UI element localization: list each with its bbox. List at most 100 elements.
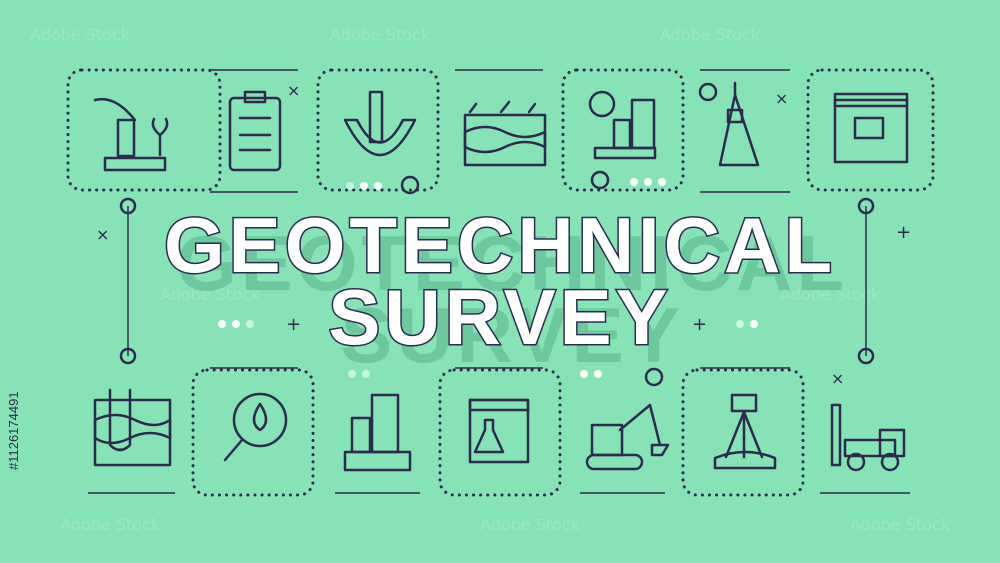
- decoration: [833, 92, 909, 108]
- decoration: [857, 347, 875, 365]
- decoration: [93, 413, 172, 445]
- decoration: [724, 410, 764, 459]
- decoration: [468, 100, 537, 114]
- decoration: [853, 116, 885, 140]
- watermark: Adobe Stock: [780, 285, 881, 304]
- decoration: [348, 370, 356, 378]
- decoration: [360, 182, 368, 190]
- decoration: [252, 402, 268, 432]
- decoration: [594, 370, 602, 378]
- decoration: ×: [287, 81, 300, 100]
- decoration: [588, 90, 616, 118]
- decoration: [830, 403, 842, 467]
- decoration: [374, 182, 382, 190]
- watermarks: Adobe Stock Adobe Stock Adobe Stock Adob…: [30, 25, 951, 534]
- decoration: [681, 368, 805, 497]
- watermark: Adobe Stock: [30, 25, 131, 44]
- decoration: +: [896, 222, 911, 243]
- decoration: [368, 90, 384, 144]
- icon-soil-sample: [93, 97, 169, 172]
- decoration: [119, 347, 137, 365]
- decoration: [630, 98, 656, 150]
- decoration: [843, 438, 897, 458]
- watermark: Adobe Stock: [850, 515, 951, 534]
- decoration: [246, 320, 254, 328]
- decoration: [718, 93, 760, 167]
- decoration: [658, 178, 666, 186]
- decoration: [228, 96, 282, 172]
- decoration: [698, 82, 718, 102]
- decoration: [644, 178, 652, 186]
- icon-excavator: [585, 403, 670, 471]
- decoration: [580, 370, 588, 378]
- icon-clipboard: [228, 90, 282, 172]
- decoration: [713, 450, 777, 470]
- decoration: ×: [775, 89, 788, 108]
- decoration: [223, 438, 244, 462]
- icon-theodolite: [713, 393, 777, 470]
- decoration: [93, 97, 137, 122]
- decoration: +: [692, 314, 707, 335]
- watermark: Adobe Stock: [660, 25, 761, 44]
- icon-gauge-plant: [588, 90, 657, 160]
- decoration: [806, 68, 935, 192]
- decoration: [726, 108, 744, 124]
- icon-blueprint: [833, 92, 909, 164]
- watermark: Adobe Stock: [480, 515, 581, 534]
- title-line: SURVEY: [328, 273, 671, 361]
- decoration: [618, 403, 662, 447]
- icons: [93, 81, 909, 472]
- decoration: [630, 178, 638, 186]
- decoration: [350, 416, 372, 454]
- watermark: Adobe Stock: [60, 515, 161, 534]
- decoration: [370, 393, 400, 454]
- title-line: GEOTECHNICAL: [164, 201, 836, 289]
- icon-soil-layers: [463, 100, 547, 167]
- icon-lab-report: [468, 398, 530, 464]
- decoration: ×: [96, 225, 109, 244]
- decoration: [590, 423, 624, 457]
- icon-tower: [718, 81, 760, 167]
- decoration: [468, 398, 530, 412]
- decoration: [66, 68, 222, 192]
- decoration: [878, 428, 906, 458]
- decoration: [644, 367, 664, 387]
- decoration: [400, 175, 420, 195]
- decoration: +: [286, 314, 301, 335]
- icon-drill: [343, 90, 417, 157]
- icon-building-ground: [343, 393, 412, 472]
- decoration: [857, 197, 875, 215]
- title-shadow: SURVEY: [340, 291, 683, 379]
- decoration: [191, 368, 315, 497]
- decoration: [650, 443, 670, 457]
- title: GEOTECHNICAL SURVEY GEOTECHNICAL SURVEY: [163, 200, 848, 380]
- decoration: [243, 90, 267, 104]
- decoration: [103, 156, 167, 172]
- decoration: [151, 117, 169, 157]
- decoration: [218, 320, 226, 328]
- decoration: [232, 392, 288, 448]
- decoration: [438, 368, 562, 497]
- icon-water-test: [223, 392, 288, 462]
- stock-id: #1126174491: [6, 391, 21, 470]
- title-shadow: GEOTECHNICAL: [176, 219, 848, 307]
- watermark: Adobe Stock: [160, 285, 261, 304]
- decoration: [119, 197, 137, 215]
- decoration: [362, 370, 370, 378]
- decoration: [880, 452, 900, 472]
- decoration: [232, 320, 240, 328]
- decoration: ×: [831, 369, 844, 388]
- icon-drill-truck: [830, 403, 906, 472]
- decoration: [612, 118, 632, 150]
- decoration: [590, 170, 610, 190]
- decoration: [108, 388, 132, 452]
- decoration: [846, 452, 866, 472]
- decoration: [116, 118, 136, 158]
- decoration: [463, 125, 547, 154]
- watermark: Adobe Stock: [330, 25, 431, 44]
- decoration: [346, 182, 354, 190]
- decoration: [833, 98, 909, 164]
- decoration: [736, 320, 744, 328]
- decoration: [473, 418, 505, 454]
